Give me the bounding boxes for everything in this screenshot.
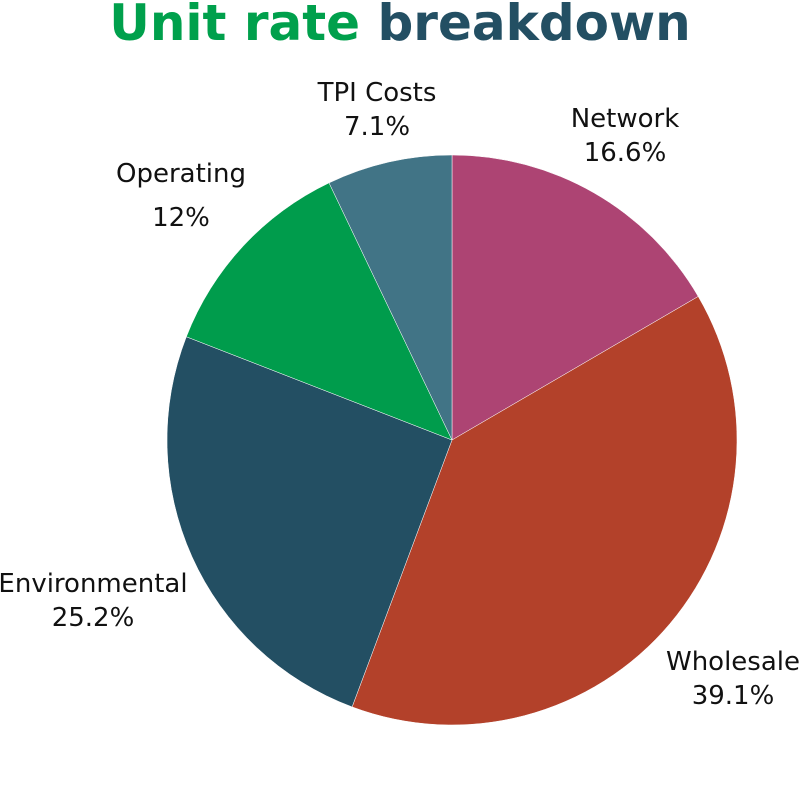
label-environmental: Environmental 25.2%: [0, 567, 188, 635]
pie-slice-environmental: [166, 336, 453, 708]
label-network: Network 16.6%: [571, 102, 680, 170]
label-name: Wholesale: [665, 647, 800, 677]
label-value: 16.6%: [583, 138, 667, 168]
label-value: 39.1%: [691, 681, 775, 711]
label-tpi-costs: TPI Costs 7.1%: [318, 76, 437, 144]
label-value: 25.2%: [51, 603, 135, 633]
label-value: 12%: [152, 203, 210, 233]
chart-title: Unit rate breakdown: [0, 0, 800, 52]
label-name: TPI Costs: [317, 78, 437, 108]
pie-slice-network: [451, 154, 699, 441]
label-name: Environmental: [0, 569, 188, 599]
label-name: Operating: [116, 159, 246, 189]
label-value: 7.1%: [343, 112, 411, 142]
title-part-2: breakdown: [377, 0, 691, 52]
label-name: Network: [570, 104, 680, 134]
label-wholesale: Wholesale 39.1%: [666, 645, 800, 713]
pie-slice-wholesale: [351, 296, 738, 726]
label-operating: Operating 12%: [116, 152, 246, 240]
pie-slice-operating: [186, 182, 453, 441]
title-part-1: Unit rate: [109, 0, 361, 52]
pie-slice-tpi-costs: [328, 154, 453, 441]
